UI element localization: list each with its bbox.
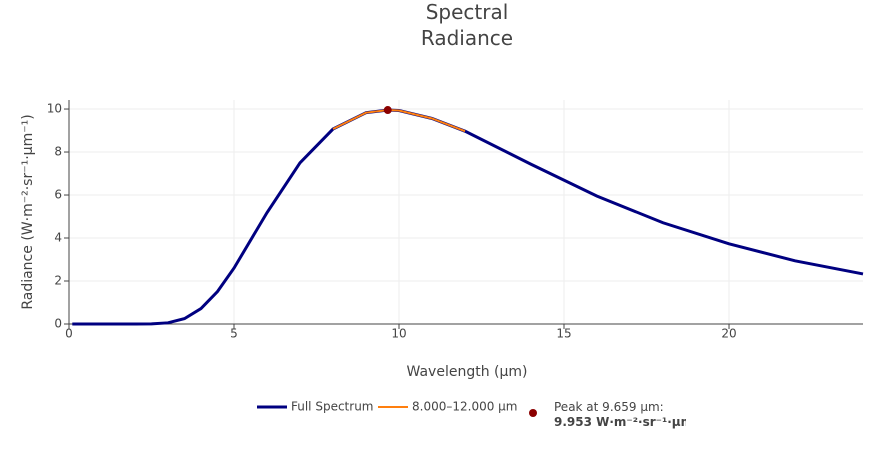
chart-title: Spectral Radiance [421,0,513,50]
legend-label: Full Spectrum [291,400,373,414]
x-tick-label: 5 [230,327,238,341]
y-tick-label: 6 [54,188,62,202]
y-tick-label: 0 [54,317,62,331]
peak-marker [383,106,392,115]
legend-clip: Peak at 9.659 µm: 9.953 W·m⁻²·sr⁻¹·µm⁻¹ [554,400,705,429]
legend-label: Peak at 9.659 µm: 9.953 W·m⁻²·sr⁻¹·µm⁻¹ [554,400,705,429]
legend-swatch [529,409,537,417]
line [72,108,864,326]
y-axis-title: Radiance (W·m⁻²·sr⁻¹·µm⁻¹) [20,114,36,309]
y-tick-label: 4 [54,231,62,245]
x-tick-label: 20 [721,327,736,341]
x-tick-label: 15 [556,327,571,341]
y-tick-label: 2 [54,274,62,288]
legend-label: 8.000–12.000 µm [412,400,517,414]
y-tick-label: 8 [54,145,62,159]
x-tick-label: 10 [391,327,406,341]
x-axis-title: Wavelength (µm) [407,364,528,380]
line [332,109,466,133]
x-tick-label: 0 [65,327,73,341]
y-tick-label: 10 [47,102,62,116]
